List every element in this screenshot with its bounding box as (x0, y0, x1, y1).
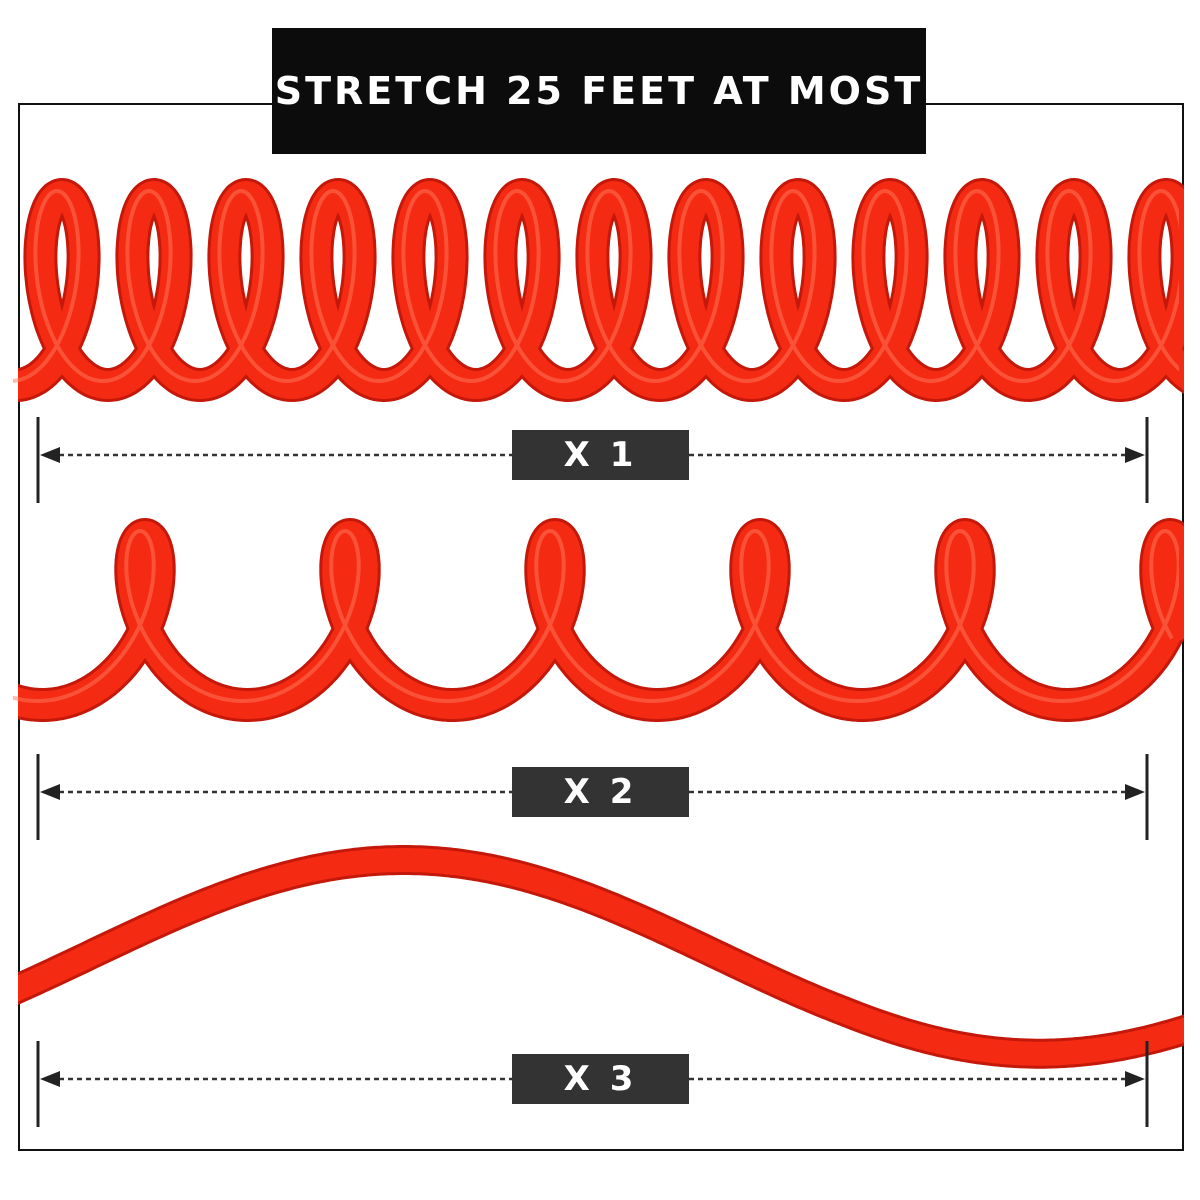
measure-x1-arrow-right-icon (1125, 447, 1145, 463)
label-x2-text: X 2 (563, 772, 638, 812)
title-banner: STRETCH 25 FEET AT MOST (272, 28, 926, 154)
label-x2: X 2 (512, 767, 689, 817)
measure-x2-arrow-left-icon (40, 784, 60, 800)
measure-x3-arrow-left-icon (40, 1071, 60, 1087)
hose-coil-tight-highlight (13, 188, 1179, 384)
hose-wave (18, 848, 1184, 1066)
measure-x3-arrow-right-icon (1125, 1071, 1145, 1087)
title-text: STRETCH 25 FEET AT MOST (274, 69, 924, 113)
measure-x1-arrow-left-icon (40, 447, 60, 463)
label-x3: X 3 (512, 1054, 689, 1104)
measure-x2-arrow-right-icon (1125, 784, 1145, 800)
hose-coil-medium-highlight (13, 529, 1179, 703)
label-x1: X 1 (512, 430, 689, 480)
hose-wave-shadow (18, 845, 1184, 1069)
hose-coil-medium (18, 521, 1184, 719)
label-x1-text: X 1 (563, 435, 638, 475)
label-x3-text: X 3 (563, 1059, 638, 1099)
